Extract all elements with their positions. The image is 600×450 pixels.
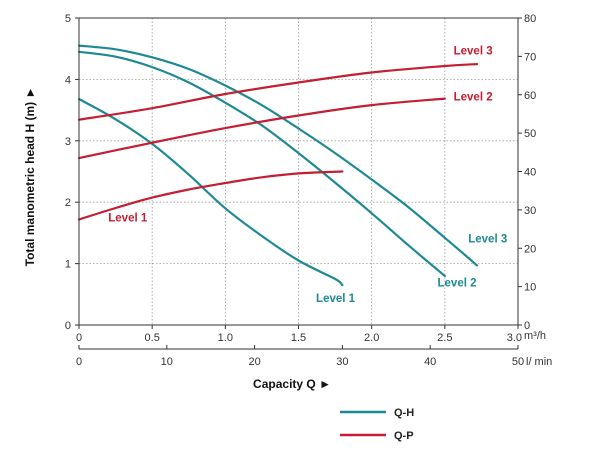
y-tick-label: 5 [65, 13, 71, 25]
x-unit-m3h: m³/h [524, 330, 546, 342]
y-tick-label: 2 [65, 197, 71, 209]
level-label: Level 3 [468, 233, 507, 245]
y2-tick-label: 50 [524, 128, 536, 140]
qp-curve-level-3 [77, 62, 479, 121]
grid [79, 18, 518, 325]
legend-label-q-h: Q-H [394, 407, 414, 419]
x2-tick-label: 30 [336, 356, 348, 368]
y-tick-label: 3 [65, 136, 71, 148]
y2-tick-label: 30 [524, 205, 536, 217]
legend-label-q-p: Q-P [394, 430, 414, 442]
y-tick-label: 0 [65, 320, 71, 332]
x2-tick-label: 50 [512, 356, 524, 368]
x-tick-label: 0 [76, 332, 82, 344]
y2-tick-label: 40 [524, 167, 536, 179]
x-tick-label: 0.5 [145, 332, 160, 344]
y2-tick-label: 70 [524, 51, 536, 63]
x2-tick-label: 40 [424, 356, 436, 368]
y2-tick-label: 60 [524, 90, 536, 102]
x-tick-label: 2.0 [364, 332, 379, 344]
y2-tick-label: 0 [524, 320, 530, 332]
level-label: Level 1 [316, 293, 356, 305]
y-axis-label: Total manometric head H (m) ► [23, 87, 37, 267]
qh-curve-level-2 [77, 50, 446, 277]
legend: Q-H Q-P [340, 407, 414, 442]
qp-curve-level-1 [77, 170, 344, 221]
qp-curve-level-2 [77, 97, 446, 160]
y2-tick-label: 10 [524, 282, 536, 294]
level-label: Level 2 [438, 278, 477, 290]
x2-tick-label: 20 [248, 356, 260, 368]
y2-tick-label: 80 [524, 13, 536, 25]
level-label: Level 2 [454, 92, 493, 104]
x2-tick-label: 10 [161, 356, 173, 368]
x-unit-lmin: l/ min [526, 356, 552, 368]
level-label: Level 1 [108, 212, 148, 224]
qh-curve-level-1 [77, 97, 344, 287]
y2-tick-label: 20 [524, 243, 536, 255]
x-tick-label: 1.0 [218, 332, 233, 344]
x2-tick-label: 0 [76, 356, 82, 368]
curves [77, 44, 479, 287]
y-tick-label: 1 [65, 259, 71, 271]
x-tick-label: 3.0 [507, 332, 522, 344]
y-tick-label: 4 [65, 74, 71, 86]
x-tick-label: 2.5 [437, 332, 452, 344]
level-label: Level 3 [454, 45, 493, 57]
x-axis-label: Capacity Q ► [253, 377, 331, 391]
x-tick-label: 1.5 [291, 332, 306, 344]
qh-curve-level-3 [77, 44, 479, 267]
